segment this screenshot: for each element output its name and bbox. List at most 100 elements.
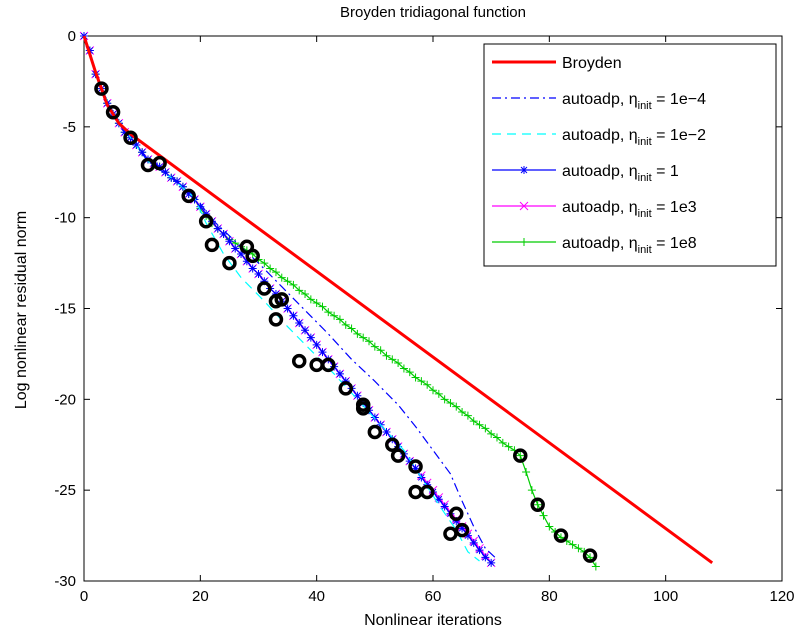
circle-point: [123, 130, 138, 145]
legend-label-5: autoadp, ηinit = 1e8: [562, 235, 697, 256]
series-marker-3: [353, 391, 362, 400]
legend-marker-3: [520, 166, 528, 174]
circle-point: [140, 157, 156, 173]
series-marker-5: [388, 355, 397, 364]
series-marker-5: [271, 268, 280, 277]
series-marker-5: [417, 377, 426, 386]
series-marker-3: [481, 553, 490, 562]
circle-point: [530, 497, 545, 512]
series-marker-5: [434, 389, 443, 398]
series-marker-5: [522, 468, 531, 476]
series-marker-3: [487, 558, 496, 567]
series-marker-5: [568, 540, 577, 549]
circle-point: [408, 484, 423, 500]
series-marker-5: [318, 302, 327, 311]
series-marker-3: [184, 190, 193, 199]
x-tick-label: 80: [541, 588, 558, 605]
circle-point: [513, 448, 528, 463]
series-marker-3: [469, 538, 478, 547]
series-line-0: [82, 35, 714, 565]
series-marker-3: [196, 202, 205, 211]
series-marker-3: [452, 517, 461, 526]
series-marker-3: [213, 224, 222, 233]
circle-point: [105, 105, 121, 120]
legend-subscript: init: [638, 172, 652, 184]
series-marker-3: [237, 250, 246, 258]
series-line-1: [83, 35, 498, 560]
series-marker-5: [498, 438, 507, 447]
y-tick-label: -15: [54, 301, 76, 318]
legend-tail: = 1e3: [652, 199, 697, 216]
circle-point: [454, 522, 470, 538]
circle-point: [408, 459, 423, 474]
circle-point: [449, 506, 464, 522]
series-marker-5: [295, 286, 304, 295]
series-marker-5: [306, 295, 315, 304]
series-marker-5: [324, 308, 333, 317]
series-marker-5: [266, 264, 275, 273]
series-marker-5: [452, 402, 461, 411]
x-axis-label: Nonlinear iterations: [364, 612, 502, 629]
circle-point: [152, 155, 167, 171]
series-marker-5: [463, 411, 472, 420]
series-marker-3: [405, 457, 414, 466]
series-marker-3: [161, 168, 170, 177]
series-marker-5: [365, 337, 374, 346]
series-marker-3: [248, 264, 257, 273]
circle-point: [419, 484, 435, 500]
legend-subscript: init: [638, 136, 652, 148]
chart-title: Broyden tridiagonal function: [340, 4, 526, 21]
circle-point: [268, 312, 284, 327]
legend-tail: = 1: [652, 163, 679, 180]
circle-point: [553, 528, 569, 543]
legend-label-0: Broyden: [562, 55, 622, 72]
circle-point: [222, 255, 237, 271]
series-marker-5: [405, 368, 414, 377]
axes-layer: 0 20 40 60 80 100 120 0 -5 -10 -15 -20 -25 -30: [54, 28, 794, 605]
y-tick-label: 0: [68, 28, 76, 45]
circle-point: [338, 381, 353, 396]
y-tick-label: -25: [54, 482, 76, 499]
series-marker-3: [173, 177, 182, 186]
series-marker-5: [370, 342, 379, 351]
circle-point: [291, 353, 307, 369]
series-marker-5: [527, 486, 536, 495]
series-marker-3: [335, 369, 344, 378]
x-tick-label: 100: [653, 588, 678, 605]
series-marker-3: [318, 348, 327, 357]
series-marker-3: [289, 311, 298, 320]
series-marker-3: [219, 230, 228, 239]
series-marker-3: [254, 269, 263, 278]
y-axis-label: Log nonlinear residual norm: [13, 210, 30, 410]
circle-point: [390, 448, 406, 463]
series-marker-3: [370, 413, 379, 422]
series-marker-3: [155, 162, 164, 171]
series-marker-5: [394, 359, 403, 367]
legend-subscript: init: [638, 100, 652, 112]
series-marker-5: [301, 289, 310, 298]
series-marker-5: [260, 259, 269, 268]
legend-subscript: init: [638, 208, 652, 220]
series-marker-3: [341, 377, 350, 386]
series-marker-5: [504, 442, 513, 451]
series-marker-3: [411, 464, 420, 473]
series-marker-5: [423, 380, 432, 389]
series-marker-5: [591, 562, 600, 571]
series-marker-5: [458, 408, 467, 417]
series-marker-5: [353, 329, 362, 338]
x-tick-label: 40: [308, 588, 325, 605]
series-marker-5: [446, 398, 455, 407]
legend-tail: = 1e−4: [652, 91, 706, 108]
circle-point: [181, 188, 196, 204]
series-marker-3: [312, 340, 321, 349]
circle-point: [274, 292, 290, 307]
circle-point: [204, 237, 220, 253]
series-marker-5: [312, 299, 321, 308]
legend-label-2: autoadp, ηinit = 1e−2: [562, 127, 706, 148]
legend-tail: = 1e−2: [652, 127, 706, 144]
circle-point: [385, 437, 400, 452]
x-tick-label: 0: [80, 588, 88, 605]
series-marker-5: [475, 420, 484, 429]
series-marker-3: [475, 546, 484, 555]
series-marker-5: [516, 451, 525, 460]
